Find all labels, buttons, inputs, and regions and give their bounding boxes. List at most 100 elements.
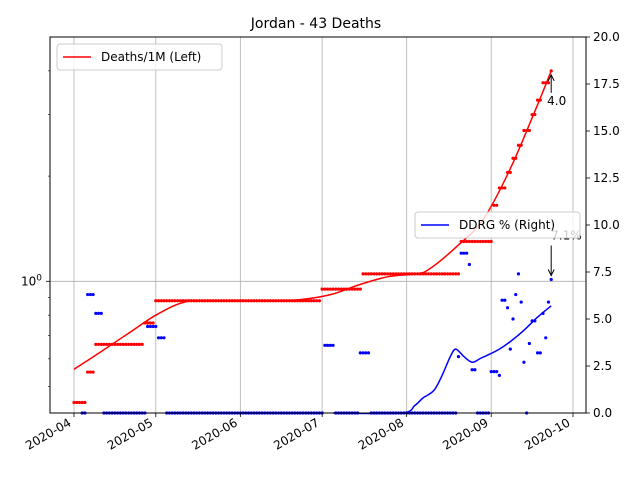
right-tick-label: 7.5 [593, 265, 612, 279]
deaths-dot [478, 239, 482, 244]
deaths-dot [331, 287, 335, 291]
deaths-dot [170, 299, 174, 303]
deaths-dot [443, 272, 447, 276]
right-tick-label: 20.0 [593, 30, 620, 44]
deaths-dot [372, 272, 376, 276]
deaths-dot [137, 342, 142, 346]
deaths-dot [334, 287, 338, 291]
right-y-axis: 0.0 2.5 5.0 7.5 10.0 12.5 15.0 17.5 20.0 [586, 30, 620, 420]
ddrg-dot [505, 306, 510, 310]
deaths-dot [328, 287, 332, 291]
ddrg-dot [544, 336, 548, 340]
deaths-dot [320, 287, 324, 291]
deaths-dot [336, 287, 341, 291]
left-y-axis: 100 [21, 70, 50, 387]
deaths-dot [361, 272, 365, 276]
deaths-dot [484, 239, 488, 244]
ddrg-trend-line [332, 305, 552, 415]
deaths-dot [364, 272, 368, 276]
right-tick-label: 12.5 [593, 171, 620, 185]
deaths-dot [167, 299, 172, 303]
right-tick-label: 10.0 [593, 218, 620, 232]
deaths-dot [511, 156, 515, 160]
annotation-arrowhead [547, 269, 555, 277]
deaths-dot [546, 81, 551, 85]
ddrg-dot [465, 251, 469, 255]
ddrg-dot [156, 336, 161, 340]
deaths-dot [541, 81, 545, 85]
deaths-dot [83, 400, 87, 405]
deaths-dot [124, 342, 128, 346]
deaths-dot [151, 321, 155, 325]
deaths-dot [80, 400, 84, 405]
ddrg-dot [467, 262, 471, 267]
deaths-dot [445, 272, 450, 276]
deaths-dot [323, 287, 327, 291]
ddrg-dot [99, 311, 103, 315]
ddrg-dot [462, 251, 466, 255]
deaths-dot [99, 342, 103, 346]
deaths-dot [429, 272, 433, 276]
deaths-dot [377, 272, 381, 276]
ddrg-dot [500, 298, 504, 302]
ddrg-dot [154, 324, 158, 329]
right-tick-label: 0.0 [593, 406, 612, 420]
deaths-dot [435, 272, 439, 276]
annotation-label: 4.0 [547, 94, 566, 108]
legend-deaths-box [56, 43, 223, 71]
ddrg-dot [519, 300, 523, 304]
deaths-dot [154, 299, 158, 303]
legend-deaths-label: Deaths/1M (Left) [101, 50, 201, 64]
deaths-dot [77, 400, 82, 405]
ddrg-dot [514, 292, 518, 297]
deaths-dot [516, 143, 521, 147]
deaths-dot [317, 299, 322, 303]
deaths-dot [470, 239, 474, 244]
annotation-arrowhead [547, 73, 555, 82]
deaths-dot [135, 342, 139, 346]
ddrg-dot [151, 324, 155, 329]
deaths-dot [475, 239, 480, 244]
ddrg-dot [503, 298, 507, 302]
deaths-dot [304, 299, 308, 303]
deaths-dot [146, 321, 150, 325]
ddrg-dot [331, 343, 335, 347]
deaths-dot [315, 299, 319, 303]
ddrg-dot [91, 292, 95, 297]
deaths-dot [489, 239, 493, 244]
deaths-dot [156, 299, 161, 303]
deaths-dot [181, 299, 185, 303]
ddrg-dot [86, 292, 90, 297]
deaths-dot [366, 272, 371, 276]
ddrg-dot [497, 373, 501, 377]
ddrg-dot [516, 272, 521, 276]
deaths-dot [383, 272, 387, 276]
ddrg-dot [366, 351, 371, 355]
ddrg-dot [459, 251, 463, 255]
deaths-dot [94, 342, 98, 346]
ddrg-dot [492, 370, 496, 374]
deaths-dot [72, 400, 76, 405]
ddrg-dot [470, 368, 474, 372]
ddrg-dot [508, 347, 512, 351]
deaths-dot [132, 342, 136, 346]
deaths-dot [535, 98, 540, 102]
deaths-dot [159, 299, 163, 303]
deaths-dot [426, 272, 431, 276]
deaths-dot [325, 287, 330, 291]
deaths-dot [102, 342, 106, 346]
deaths-dot [454, 272, 458, 276]
deaths-dot [173, 299, 177, 303]
deaths-dot [96, 342, 101, 346]
right-tick-label: 2.5 [593, 359, 612, 373]
deaths-dot [75, 400, 79, 405]
ddrg-dot [538, 351, 542, 355]
deaths-dot [486, 239, 491, 244]
deaths-dot [126, 342, 131, 346]
deaths-dot [527, 128, 531, 133]
deaths-dot [358, 287, 362, 291]
deaths-dot [380, 272, 384, 276]
deaths-dot [391, 272, 395, 276]
deaths-dot [178, 299, 182, 303]
